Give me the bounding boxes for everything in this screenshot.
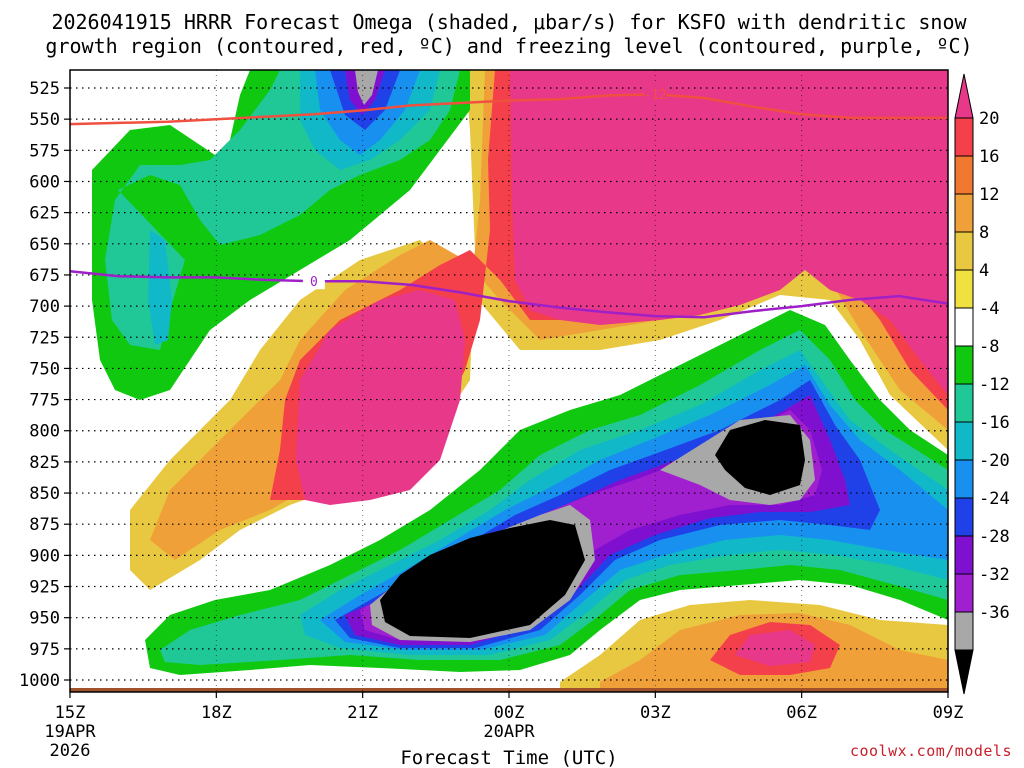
- y-tick-label: 925: [29, 578, 60, 598]
- colorbar-tick-label: -12: [979, 375, 1010, 395]
- colorbar-top-arrow: [954, 73, 974, 119]
- x-tick-label: 21Z: [347, 703, 378, 723]
- colorbar-swatch: [954, 459, 974, 499]
- credit-text: coolwx.com/models: [850, 742, 1012, 760]
- colorbar-tick-label: -20: [979, 451, 1010, 471]
- y-tick-label: 750: [29, 359, 60, 379]
- colorbar-tick-label: 8: [979, 223, 989, 243]
- colorbar-tick-label: -8: [979, 337, 999, 357]
- x-tick-label: 15Z: [55, 703, 86, 723]
- y-tick-label: 825: [29, 453, 60, 473]
- colorbar-swatch: [954, 497, 974, 537]
- contour-label-bg: [302, 272, 325, 290]
- colorbar-tick-label: 20: [979, 109, 999, 129]
- y-tick-label: 1000: [19, 671, 60, 691]
- x-tick-label: 00Z: [494, 703, 525, 723]
- contour-label: -12: [644, 88, 667, 103]
- colorbar-tick-label: 4: [979, 261, 989, 281]
- y-tick-label: 625: [29, 204, 60, 224]
- contour-label-bg: [644, 85, 667, 103]
- chart-title-line2: growth region (contoured, red, ºC) and f…: [45, 34, 972, 58]
- colorbar-tick-label: -36: [979, 603, 1010, 623]
- colorbar-tick-label: -16: [979, 413, 1010, 433]
- colorbar-tick-label: 12: [979, 185, 999, 205]
- gridlines: [70, 70, 948, 692]
- y-tick-label: 950: [29, 609, 60, 629]
- y-axis: 525 550 575 600 625 650 675 700 725 750 775 800 825 8…: [19, 79, 70, 691]
- colorbar-swatch: [954, 611, 974, 651]
- lowlevel-magenta: [735, 630, 815, 666]
- y-tick-label: 850: [29, 484, 60, 504]
- contour-lines: -12 0: [69, 85, 949, 319]
- chart-title-line1: 2026041915 HRRR Forecast Omega (shaded, …: [51, 10, 967, 34]
- y-tick-label: 900: [29, 546, 60, 566]
- x-tick-label: 09Z: [933, 703, 964, 723]
- x-axis-label: Forecast Time (UTC): [400, 747, 617, 768]
- colorbar-swatch: [954, 269, 974, 309]
- colorbar-tick-label: -24: [979, 489, 1010, 509]
- subsidence-core-lower: [296, 290, 465, 505]
- colorbar-swatch: [954, 421, 974, 461]
- colorbar-swatch: [954, 535, 974, 575]
- x-tick-label: 06Z: [786, 703, 817, 723]
- x-tick-label: 03Z: [640, 703, 671, 723]
- y-tick-label: 800: [29, 422, 60, 442]
- colorbar-swatch: [954, 307, 974, 347]
- contour-label: 0: [310, 275, 318, 290]
- y-tick-label: 600: [29, 172, 60, 192]
- colorbar-swatch: [954, 193, 974, 233]
- x-year-label: 2026: [50, 741, 91, 761]
- x-date-label: 20APR: [483, 722, 535, 742]
- colorbar-swatch: [954, 345, 974, 385]
- ascent-core-black: [380, 420, 805, 638]
- colorbar: 20 16 12 8 4 -4 -8 -12 -16 -20 -24 -28 -32 -36: [954, 73, 1010, 695]
- ascent-upper-gray: [355, 70, 378, 105]
- freezing-level-contour: [69, 269, 949, 319]
- y-tick-label: 550: [29, 110, 60, 130]
- colorbar-swatch: [954, 155, 974, 195]
- y-tick-label: 675: [29, 266, 60, 286]
- colorbar-bottom-arrow: [954, 649, 974, 695]
- omega-shading: [70, 70, 948, 692]
- y-tick-label: 725: [29, 328, 60, 348]
- colorbar-swatch: [954, 573, 974, 613]
- y-tick-label: 700: [29, 297, 60, 317]
- dendritic-growth-contour: [69, 92, 948, 126]
- y-tick-label: 975: [29, 640, 60, 660]
- colorbar-swatch: [954, 117, 974, 157]
- y-tick-label: 525: [29, 79, 60, 99]
- y-tick-label: 875: [29, 515, 60, 535]
- colorbar-tick-label: -28: [979, 527, 1010, 547]
- y-tick-label: 650: [29, 235, 60, 255]
- y-tick-label: 775: [29, 391, 60, 411]
- x-tick-label: 18Z: [201, 703, 232, 723]
- x-date-label: 19APR: [44, 722, 96, 742]
- y-tick-label: 575: [29, 141, 60, 161]
- colorbar-tick-label: 16: [979, 147, 999, 167]
- colorbar-swatch: [954, 231, 974, 271]
- colorbar-tick-label: -32: [979, 565, 1010, 585]
- colorbar-tick-label: -4: [979, 299, 999, 319]
- colorbar-swatch: [954, 383, 974, 423]
